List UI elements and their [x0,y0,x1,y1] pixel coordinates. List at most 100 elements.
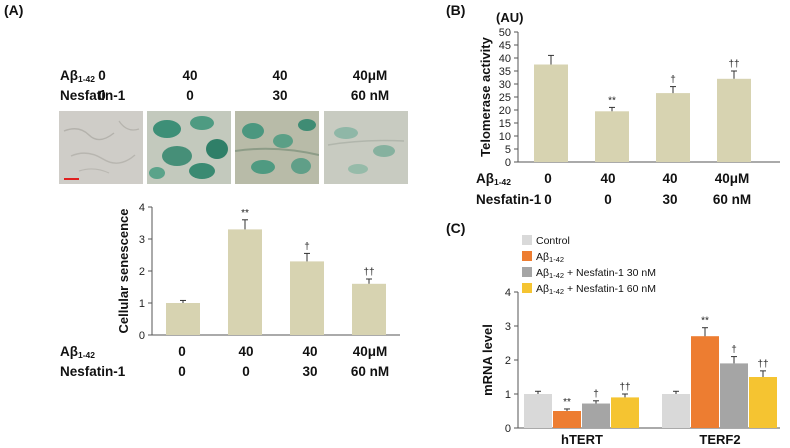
y-tick-label: 4 [505,287,511,299]
significance-marker: †† [619,382,630,393]
a-bottom-nesfatin-value: 30 [302,364,318,379]
bar [352,283,386,335]
y-axis-title: Telomerase activity [478,36,493,156]
x-category-label: TERF2 [699,432,740,447]
a-bottom-nesfatin-label: Nesfatin-1 [60,364,126,379]
y-tick-label: 10 [499,131,511,143]
legend-entry: Aβ1-42 + Nesfatin-1 30 nM [536,267,656,280]
y-axis-title: Cellular senescence [116,208,131,333]
b-abeta-value: 40 [600,171,616,186]
a-top-nesfatin-value: 60 nM [350,88,390,103]
a-bottom-abeta-value: 0 [178,344,186,359]
legend-entry: Aβ1-42 + Nesfatin-1 60 nM [536,283,656,296]
bar [166,303,200,335]
bar [595,111,629,162]
b-nesfatin-label: Nesfatin-1 [476,192,542,207]
b-nesfatin-value: 0 [544,192,552,207]
y-tick-label: 45 [499,40,511,52]
a-top-nesfatin-value: 0 [98,88,106,103]
bar [290,261,324,335]
significance-marker: ** [241,208,249,219]
a-bottom-nesfatin-value: 0 [242,364,250,379]
significance-marker: †† [728,59,739,70]
a-bottom-abeta-value: 40 [302,344,318,359]
a-top-nesfatin-value: 30 [272,88,288,103]
y-tick-label: 20 [499,105,511,117]
y-tick-label: 0 [139,330,145,342]
micrograph-abeta-nesfatin-30 [235,111,319,184]
bar [524,394,552,428]
a-top-nesfatin-value: 0 [186,88,194,103]
unit-label: (AU) [496,10,523,25]
y-tick-label: 3 [505,321,511,333]
y-tick-label: 30 [499,79,511,91]
legend-entry: Control [536,235,570,247]
bar [691,336,719,428]
y-tick-label: 15 [499,118,511,130]
b-nesfatin-value: 0 [604,192,612,207]
panel-c-label: (C) [446,220,466,236]
micrograph-abeta [147,111,231,184]
y-tick-label: 50 [499,27,511,39]
significance-marker: ** [608,95,616,106]
y-tick-label: 0 [505,157,511,169]
significance-marker: †† [363,267,374,278]
legend-entry: Aβ1-42 [536,251,564,264]
b-abeta-value: 0 [544,171,552,186]
bar [534,64,568,162]
significance-marker: † [593,389,599,400]
panel-a-label: (A) [4,2,24,18]
a-bottom-nesfatin-value: 60 nM [350,364,390,379]
b-nesfatin-value: 30 [662,192,678,207]
y-tick-label: 2 [139,266,145,278]
bar [662,394,690,428]
y-tick-label: 1 [505,389,511,401]
y-tick-label: 35 [499,66,511,78]
y-tick-label: 0 [505,423,511,435]
a-top-abeta-value: 40 [182,68,198,83]
a-bottom-nesfatin-value: 0 [178,364,186,379]
y-tick-label: 5 [505,144,511,156]
y-tick-label: 40 [499,53,511,65]
b-abeta-label: Aβ1-42 [476,171,512,187]
micrograph-abeta-nesfatin-60 [324,111,408,184]
significance-marker: ** [701,316,709,327]
bar [749,377,777,428]
legend-swatch [522,251,532,261]
b-nesfatin-value: 60 nM [712,192,752,207]
bar [582,403,610,428]
y-axis-title: mRNA level [480,324,495,396]
legend-swatch [522,235,532,245]
a-top-abeta-value: 40μM [352,68,388,83]
a-bottom-abeta-label: Aβ1-42 [60,344,96,360]
a-bottom-abeta-value: 40μM [352,344,388,359]
bar [717,78,751,162]
y-tick-label: 25 [499,92,511,104]
significance-marker: †† [757,359,768,370]
a-top-abeta-value: 40 [272,68,288,83]
a-top-nesfatin-label: Nesfatin-1 [60,88,126,103]
micrograph-control [59,111,143,184]
significance-marker: † [731,345,737,356]
a-top-abeta-value: 0 [98,68,106,83]
legend-swatch [522,267,532,277]
y-tick-label: 3 [139,234,145,246]
y-tick-label: 4 [139,202,145,214]
bar [553,411,581,428]
panel-b-label: (B) [446,2,466,18]
y-tick-label: 2 [505,355,511,367]
a-bottom-abeta-value: 40 [238,344,254,359]
bar [656,93,690,162]
bar [228,229,262,335]
significance-marker: † [670,75,676,86]
x-category-label: hTERT [561,432,603,447]
b-abeta-value: 40 [662,171,678,186]
b-abeta-value: 40μM [714,171,750,186]
legend-swatch [522,283,532,293]
bar [611,397,639,428]
a-top-abeta-label: Aβ1-42 [60,68,96,84]
bar [720,363,748,428]
